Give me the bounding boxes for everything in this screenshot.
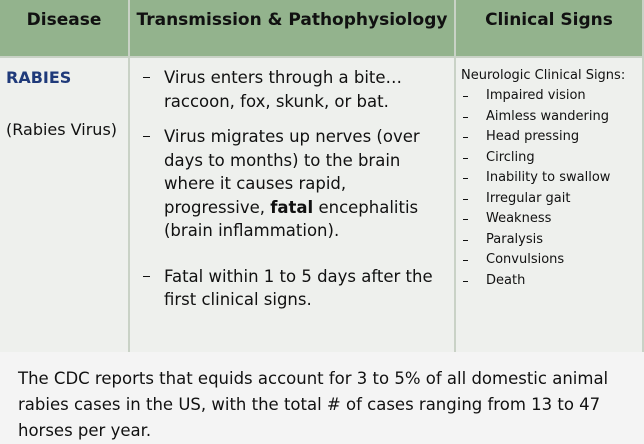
bullet-text: fatal <box>270 197 314 217</box>
bullet-dash <box>463 219 468 220</box>
sign-item: Circling <box>461 148 643 169</box>
bullet-dash <box>463 137 468 138</box>
header-cell: Clinical Signs <box>456 0 644 58</box>
transmission-list: Virus enters through a bite… raccoon, fo… <box>140 66 450 324</box>
bullet-text: Virus migrates up nerves (over days to m… <box>164 127 420 217</box>
sign-text: Weakness <box>486 211 552 226</box>
disease-agent: (Rabies Virus) <box>6 120 118 139</box>
sign-text: Aimless wandering <box>486 108 609 124</box>
header-cell: Transmission & Pathophysiology <box>130 0 456 58</box>
cell <box>0 58 130 352</box>
sign-text: Irregular gait <box>486 190 571 206</box>
sign-item: Aimless wandering <box>461 107 643 128</box>
bullet-dash <box>143 136 150 137</box>
bullet-text: Fatal within 1 to 5 days after the first… <box>164 266 433 310</box>
sign-text: Death <box>486 272 526 288</box>
cell <box>456 58 644 352</box>
sign-text: Paralysis <box>486 231 543 247</box>
bullet-dash <box>143 77 150 78</box>
sign-item: Impaired vision <box>461 86 643 107</box>
bullet-item: Virus enters through a bite… raccoon, fo… <box>140 66 450 113</box>
sign-text: Head pressing <box>486 129 580 144</box>
sign-item: Head pressing <box>461 127 643 148</box>
sign-text: Impaired vision <box>486 88 586 103</box>
bullet-dash <box>463 116 468 118</box>
signs-heading: Neurologic Clinical Signs: <box>461 68 626 83</box>
sign-item: Convulsions <box>461 250 643 271</box>
footer-note: The CDC reports that equids account for … <box>18 369 609 440</box>
sign-text: Circling <box>486 149 535 165</box>
bullet-text: encephalitis (brain inflammation). <box>164 197 419 241</box>
disease-name: RABIES <box>6 68 72 87</box>
bullet-dash <box>463 260 468 261</box>
cell <box>130 58 456 352</box>
sign-text: Inability to swallow <box>486 170 611 185</box>
bullet-dash <box>143 275 150 277</box>
sign-item: Weakness <box>461 209 643 230</box>
bullet-dash <box>463 96 468 97</box>
sign-item: Irregular gait <box>461 189 643 210</box>
header-cell: Disease <box>0 0 130 58</box>
bullet-dash <box>463 239 468 241</box>
signs: Neurologic Clinical Signs: Impaired visi… <box>461 66 643 291</box>
sign-text: Convulsions <box>486 252 565 267</box>
bullet-dash <box>463 198 468 200</box>
bullet-dash <box>463 280 468 282</box>
bullet-dash <box>463 157 468 159</box>
bullet-dash <box>463 178 468 179</box>
bullet-item: Fatal within 1 to 5 days after the first… <box>140 265 450 312</box>
bullet-text: Virus enters through a bite… raccoon, fo… <box>164 68 403 111</box>
sign-item: Death <box>461 271 643 292</box>
sign-item: Paralysis <box>461 230 643 251</box>
bullet-item: Virus migrates up nerves (over days to m… <box>140 125 450 243</box>
sign-item: Inability to swallow <box>461 168 643 189</box>
